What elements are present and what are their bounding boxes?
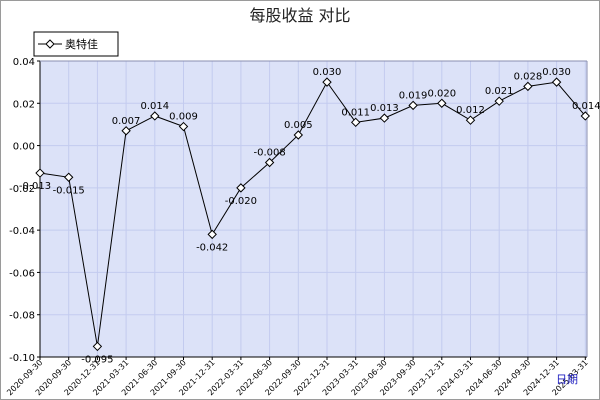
data-point-marker (379, 113, 390, 123)
data-point-marker (408, 100, 418, 111)
data-label: 0.021 (485, 86, 514, 97)
data-point-marker (236, 183, 246, 193)
data-label: 0.005 (284, 120, 313, 131)
data-label: 0.013 (370, 103, 399, 114)
data-label: -0.042 (196, 242, 228, 253)
y-tick-label: 0.02 (13, 99, 35, 110)
data-label: 0.012 (456, 105, 485, 116)
data-label: 0.019 (399, 90, 428, 101)
series-line (39, 81, 586, 347)
data-point-marker (523, 81, 533, 92)
legend-series-label: 奥特佳 (65, 37, 98, 51)
data-point-marker (150, 111, 160, 121)
data-point-marker (63, 172, 74, 182)
data-label: 0.030 (542, 67, 571, 78)
y-tick-label: -0.08 (9, 311, 35, 322)
data-label: -0.008 (253, 147, 285, 158)
legend: 奥特佳 (33, 31, 119, 57)
data-point-marker (580, 111, 591, 121)
data-point-marker (322, 77, 332, 87)
data-label: 0.014 (140, 101, 169, 112)
data-point-marker (551, 77, 562, 87)
data-point-marker (178, 121, 189, 132)
marker-layer (35, 77, 591, 352)
axes (39, 60, 588, 358)
y-axis-ticks: 0.04 0.02 0.00 -0.02 -0.04 -0.06 -0.08 -0.10 (9, 57, 40, 364)
legend-diamond-icon (45, 39, 55, 49)
data-point-marker (437, 98, 447, 108)
chart-title: 每股收益 对比 (249, 6, 350, 25)
data-label: 0.030 (313, 67, 342, 78)
data-point-marker (465, 115, 476, 125)
y-tick-label: 0.00 (13, 142, 35, 153)
y-tick-label: -0.02 (9, 184, 35, 195)
data-label: 0.014 (572, 101, 600, 112)
y-tick-label: -0.06 (9, 268, 35, 279)
y-tick-label: 0.04 (13, 57, 35, 68)
series-line-layer (39, 81, 586, 347)
data-point-marker (264, 157, 275, 168)
data-point-marker (35, 168, 45, 178)
x-axis-period-link[interactable]: 日期 (556, 373, 578, 386)
data-label-layer: -0.013 -0.015-0.0950.0070.0140.009-0.042-… (19, 67, 600, 365)
data-label: -0.095 (81, 354, 113, 365)
y-tick-label: -0.10 (9, 353, 35, 364)
plot-area (40, 61, 587, 357)
data-label: 0.007 (112, 116, 141, 127)
data-label: 0.011 (341, 107, 370, 118)
data-label: -0.013 (19, 181, 51, 192)
data-point-marker (121, 126, 131, 136)
data-point-marker (92, 341, 103, 352)
data-point-marker (350, 117, 361, 128)
data-point-marker (293, 130, 304, 140)
data-label: 0.028 (514, 71, 543, 82)
data-point-marker (494, 96, 504, 106)
data-point-marker (207, 229, 217, 240)
data-label: 0.020 (427, 88, 456, 99)
y-tick-label: -0.04 (9, 226, 35, 237)
data-label: 0.009 (169, 112, 198, 123)
data-label: -0.015 (53, 185, 85, 196)
data-label: -0.020 (225, 196, 257, 207)
